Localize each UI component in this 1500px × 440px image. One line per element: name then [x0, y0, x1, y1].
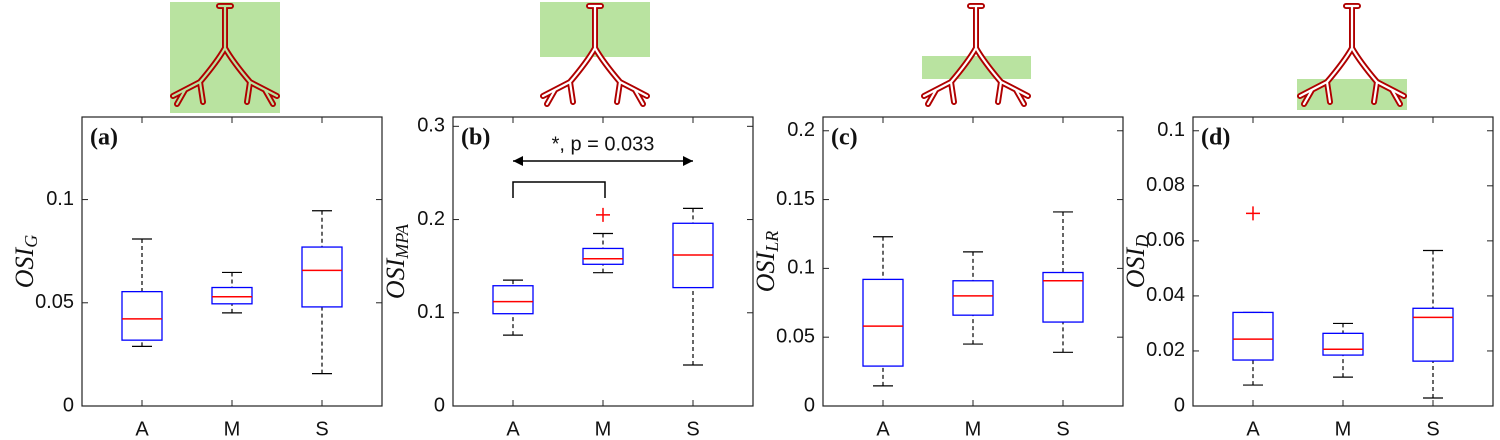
y-axis-label: OSID	[1121, 235, 1152, 288]
x-tick-label: A	[135, 418, 149, 440]
vessel-lumen	[171, 4, 279, 106]
x-tick-label: M	[595, 418, 612, 440]
y-tick-label: 0.1	[46, 188, 74, 210]
y-label-subscript: D	[1132, 235, 1152, 249]
y-tick-label: 0.2	[417, 208, 445, 230]
box	[1232, 311, 1274, 361]
y-label-subscript: LR	[762, 231, 782, 253]
y-label-subscript: G	[21, 235, 41, 248]
y-tick-label: 0.2	[787, 119, 815, 141]
panel-label: (d)	[1201, 125, 1230, 151]
y-axis-label: OSILR	[751, 231, 782, 292]
outlier	[596, 207, 610, 222]
x-tick-label: A	[506, 418, 520, 440]
x-tick-label: S	[315, 418, 328, 440]
region-highlight	[1297, 79, 1407, 110]
box	[301, 246, 343, 308]
panel-label: (b)	[461, 125, 490, 151]
x-tick-label: S	[1056, 418, 1069, 440]
y-tick-label: 0	[434, 394, 445, 416]
bracket	[512, 181, 606, 198]
x-tick-label: S	[1426, 418, 1439, 440]
y-tick-label: 0	[63, 394, 74, 416]
box	[1322, 332, 1364, 356]
vessel-lumen	[1298, 4, 1406, 106]
x-tick-label: M	[224, 418, 241, 440]
y-tick-label: 0.1	[417, 301, 445, 323]
y-tick-label: 0	[1174, 394, 1185, 416]
y-axis-label: OSIMPA	[381, 223, 412, 299]
vessel-lumen	[541, 4, 649, 106]
y-tick-label: 0	[804, 394, 815, 416]
y-label-main: OSI	[381, 257, 410, 299]
annotation: *, p = 0.033	[552, 133, 655, 155]
vessel-lumen	[922, 4, 1030, 106]
y-tick-label: 0.04	[1146, 284, 1185, 306]
y-tick-label: 0.1	[787, 257, 815, 279]
y-tick-label: 0.15	[776, 188, 815, 210]
y-tick-label: 0.3	[417, 115, 445, 137]
box	[952, 280, 994, 316]
y-tick-label: 0.02	[1146, 339, 1185, 361]
y-tick-label: 0.05	[35, 291, 74, 313]
x-tick-label: S	[686, 418, 699, 440]
x-tick-label: M	[1335, 418, 1352, 440]
y-label-main: OSI	[751, 250, 780, 292]
box	[121, 290, 163, 341]
y-tick-label: 0.05	[776, 325, 815, 347]
region-highlight	[922, 56, 1031, 79]
y-label-main: OSI	[1121, 246, 1150, 288]
box	[211, 286, 253, 305]
box	[492, 285, 534, 315]
x-tick-label: A	[1246, 418, 1260, 440]
box	[1042, 271, 1084, 323]
box	[1412, 307, 1454, 362]
box	[862, 278, 904, 367]
y-tick-label: 0.08	[1146, 174, 1185, 196]
box	[582, 247, 624, 265]
outlier	[1246, 206, 1260, 221]
x-tick-label: A	[876, 418, 890, 440]
y-tick-label: 0.06	[1146, 229, 1185, 251]
y-axis-label: OSIG	[10, 235, 41, 288]
axes-frame	[81, 116, 383, 407]
x-tick-label: M	[965, 418, 982, 440]
y-label-main: OSI	[10, 246, 39, 288]
panel-label: (c)	[831, 125, 858, 151]
y-tick-label: 0.1	[1157, 119, 1185, 141]
panel-label: (a)	[90, 125, 118, 151]
y-label-subscript: MPA	[392, 223, 412, 260]
